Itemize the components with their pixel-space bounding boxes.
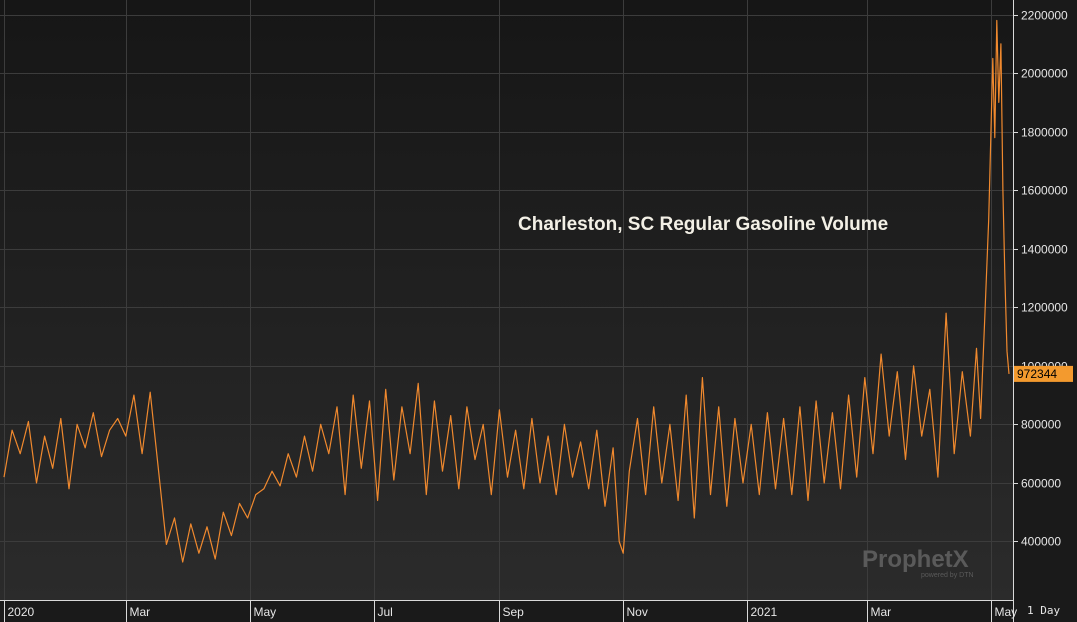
x-tick-label: Jul <box>378 605 393 619</box>
y-tick-label: 1600000 <box>1021 184 1068 198</box>
x-tick-label: 2020 <box>8 605 35 619</box>
y-tick-label: 1400000 <box>1021 243 1068 257</box>
x-tick-label: Sep <box>503 605 525 619</box>
chart-title: Charleston, SC Regular Gasoline Volume <box>518 214 888 235</box>
last-value-badge <box>1014 365 1073 382</box>
series-layer <box>3 19 1010 563</box>
interval-label[interactable]: 1 Day <box>1027 604 1060 617</box>
y-tick-label: 1800000 <box>1021 126 1068 140</box>
y-tick-label: 2200000 <box>1021 9 1068 23</box>
watermark-logo: ProphetX <box>862 546 969 573</box>
y-tick-layer: 4000006000008000001000000120000014000001… <box>1013 9 1068 549</box>
watermark-powered-by: powered by DTN <box>921 572 974 579</box>
x-tick-layer: 2020 Mar May Jul Sep Nov 2021 Mar May <box>4 600 1018 622</box>
plot-background <box>0 0 1013 600</box>
y-tick-label: 2000000 <box>1021 67 1068 81</box>
x-tick-label: May <box>995 605 1018 619</box>
x-tick-label: Mar <box>130 605 151 619</box>
y-tick-label: 1200000 <box>1021 301 1068 315</box>
series-line <box>3 19 1010 563</box>
x-tick-label: Mar <box>871 605 892 619</box>
y-tick-label: 800000 <box>1021 418 1061 432</box>
y-tick-label: 400000 <box>1021 535 1061 549</box>
y-tick-label: 600000 <box>1021 477 1061 491</box>
x-tick-label: May <box>254 605 277 619</box>
x-tick-label: Nov <box>627 605 648 619</box>
watermark: ProphetX powered by DTN <box>862 546 974 579</box>
last-value-marker: 972344 <box>1014 365 1073 382</box>
x-axis-panel <box>0 600 1013 622</box>
last-value-label: 972344 <box>1017 367 1057 381</box>
x-tick-label: 2021 <box>751 605 778 619</box>
y-axis-panel <box>1013 0 1077 622</box>
